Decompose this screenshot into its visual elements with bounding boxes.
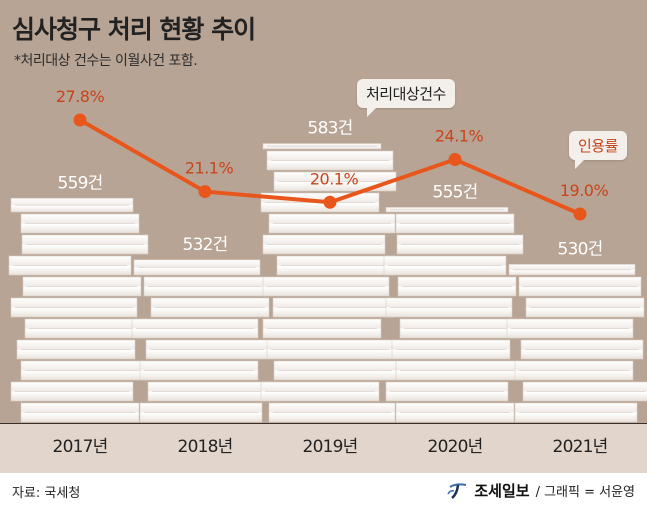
bar-stack-2019년 [260, 143, 397, 423]
brand-name: 조세일보 [474, 482, 530, 500]
legend-callout-count: 처리대상건수 [357, 79, 455, 117]
graphic-credit: / 그래픽 = 서윤영 [535, 485, 635, 500]
rate-point [448, 153, 462, 167]
rate-point [198, 185, 212, 199]
source-note: 자료: 국세청 [12, 486, 81, 501]
rate-value-label: 24.1% [435, 127, 484, 146]
bar-value-label: 532건 [183, 235, 228, 255]
bar-value-label: 555건 [433, 182, 478, 202]
rate-point [573, 207, 587, 221]
bar-stack-2020년 [383, 207, 524, 423]
chart-subtitle: *처리대상 건수는 이월사건 포함. [14, 53, 198, 69]
bar-value-label: 559건 [58, 173, 103, 193]
brand-logo-icon [447, 482, 467, 499]
rate-value-label: 19.0% [560, 181, 609, 200]
bar-value-label: 530건 [558, 239, 603, 259]
bar-stack-2018년 [131, 259, 275, 423]
rate-point [323, 195, 337, 209]
chart-title: 심사청구 처리 현황 추이 [12, 15, 256, 44]
x-tick-label: 2021년 [553, 437, 608, 457]
rate-value-label: 27.8% [56, 87, 105, 106]
rate-value-label: 20.1% [310, 169, 359, 188]
credit: 조세일보 / 그래픽 = 서윤영 [446, 480, 635, 501]
legend-callout-rate: 인용률 [569, 131, 627, 169]
x-tick-label: 2017년 [53, 437, 108, 457]
bar-stack-2017년 [8, 197, 149, 423]
chart-svg: 559건 532건 583건 555건 530건 27.8% 21.1% 20.1% 24.1%… [8, 87, 647, 457]
bar-stack-2021년 [506, 264, 647, 423]
x-axis-band [0, 423, 647, 473]
rate-value-label: 21.1% [185, 159, 234, 178]
footer [0, 473, 647, 507]
x-tick-label: 2020년 [428, 437, 483, 457]
rate-point [73, 113, 87, 127]
bar-value-label: 583건 [308, 119, 353, 139]
x-tick-label: 2019년 [303, 437, 358, 457]
x-tick-label: 2018년 [178, 437, 233, 457]
